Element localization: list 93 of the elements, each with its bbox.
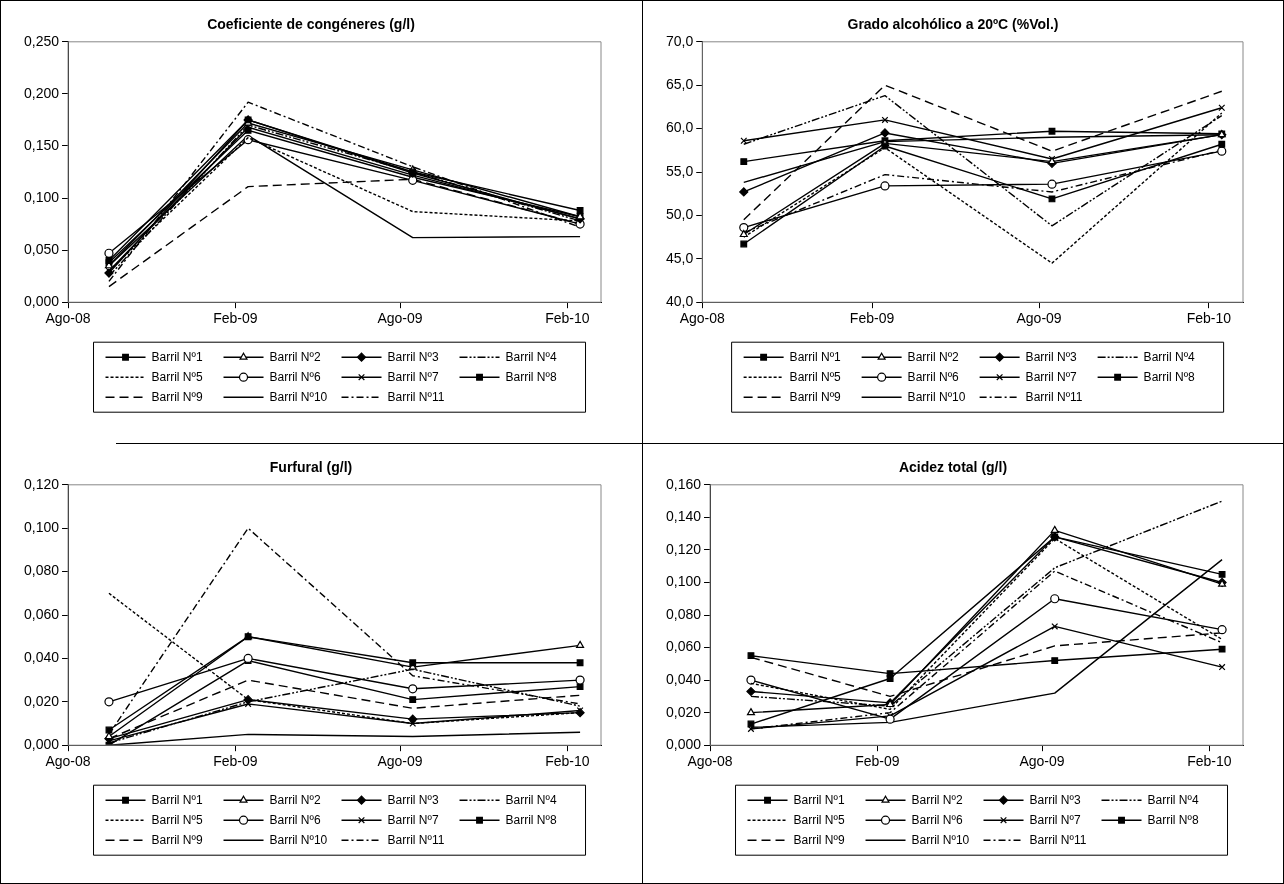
legend-label: Barril Nº4	[505, 792, 557, 807]
y-tick-label: 40,0	[666, 293, 694, 310]
y-tick-label: 0,140	[665, 508, 702, 525]
x-tick-label: Feb-09	[213, 310, 258, 327]
legend-label: Barril Nº3	[387, 792, 439, 807]
legend-label: Barril Nº4	[1143, 349, 1196, 364]
y-tick-label: 0,020	[23, 692, 60, 709]
x-tick-label: Feb-10	[545, 753, 590, 770]
y-tick-label: 0,020	[665, 703, 702, 720]
y-tick-label: 65,0	[666, 76, 694, 93]
legend-label: Barril Nº3	[387, 349, 439, 364]
y-tick-label: 0,080	[665, 605, 702, 622]
legend-label: Barril Nº2	[269, 349, 321, 364]
legend-label: Barril Nº11	[1029, 832, 1087, 847]
y-tick-label: 0,000	[23, 736, 60, 753]
x-tick-label: Ago-08	[45, 310, 91, 327]
x-tick-label: Ago-09	[377, 310, 423, 327]
y-tick-label: 0,100	[23, 188, 60, 205]
legend-label: Barril Nº10	[911, 832, 970, 847]
y-tick-label: 0,120	[665, 540, 702, 557]
y-tick-label: 60,0	[666, 119, 694, 136]
legend-label: Barril Nº8	[505, 812, 557, 827]
x-tick-label: Feb-10	[1186, 310, 1232, 327]
y-tick-label: 0,040	[23, 649, 60, 666]
y-tick-label: 0,100	[665, 573, 702, 590]
x-tick-label: Feb-09	[849, 310, 895, 327]
y-tick-label: 0,080	[23, 562, 60, 579]
legend-label: Barril Nº1	[151, 349, 203, 364]
legend-label: Barril Nº1	[793, 792, 845, 807]
y-tick-label: 0,060	[665, 638, 702, 655]
y-tick-label: 0,050	[23, 240, 60, 257]
x-tick-label: Feb-09	[213, 753, 258, 770]
y-tick-label: 0,000	[23, 293, 60, 310]
x-tick-label: Ago-08	[45, 753, 91, 770]
x-tick-label: Ago-09	[1016, 310, 1062, 327]
legend-label: Barril Nº3	[1029, 792, 1081, 807]
legend-label: Barril Nº1	[789, 349, 842, 364]
legend-label: Barril Nº8	[505, 369, 557, 384]
legend-label: Barril Nº9	[793, 832, 845, 847]
legend-label: Barril Nº5	[151, 369, 203, 384]
x-tick-label: Ago-09	[1019, 753, 1065, 770]
legend-label: Barril Nº6	[269, 812, 321, 827]
y-tick-label: 0,160	[665, 475, 702, 492]
y-tick-label: 0,120	[23, 475, 60, 492]
y-tick-label: 0,000	[665, 736, 702, 753]
y-tick-label: 55,0	[666, 162, 694, 179]
chart-title: Grado alcohólico a 20ºC (%Vol.)	[847, 16, 1059, 33]
legend-label: Barril Nº6	[907, 369, 960, 384]
legend-label: Barril Nº7	[387, 812, 439, 827]
legend-label: Barril Nº4	[1147, 792, 1199, 807]
legend-label: Barril Nº6	[269, 369, 321, 384]
legend-label: Barril Nº2	[269, 792, 321, 807]
legend-label: Barril Nº2	[907, 349, 960, 364]
chart-title: Coeficiente de congéneres (g/l)	[207, 16, 415, 33]
legend-label: Barril Nº5	[151, 812, 203, 827]
y-tick-label: 0,060	[23, 605, 60, 622]
legend-label: Barril Nº7	[1025, 369, 1078, 384]
legend-label: Barril Nº10	[269, 832, 328, 847]
x-tick-label: Feb-10	[1187, 753, 1232, 770]
legend-label: Barril Nº9	[151, 832, 203, 847]
legend-label: Barril Nº5	[789, 369, 842, 384]
x-tick-label: Feb-10	[545, 310, 590, 327]
legend-label: Barril Nº4	[505, 349, 557, 364]
legend-label: Barril Nº9	[789, 389, 842, 404]
y-tick-label: 70,0	[666, 32, 694, 49]
legend-label: Barril Nº5	[793, 812, 845, 827]
legend-label: Barril Nº11	[1025, 389, 1083, 404]
chart-title: Acidez total (g/l)	[898, 459, 1008, 476]
x-tick-label: Ago-09	[377, 753, 423, 770]
legend-label: Barril Nº10	[269, 389, 328, 404]
y-tick-label: 45,0	[666, 249, 694, 266]
y-tick-label: 0,250	[23, 32, 60, 49]
y-tick-label: 0,150	[23, 136, 60, 153]
legend-label: Barril Nº9	[151, 389, 203, 404]
legend-label: Barril Nº7	[387, 369, 439, 384]
legend-label: Barril Nº6	[911, 812, 963, 827]
legend-label: Barril Nº7	[1029, 812, 1081, 827]
y-tick-label: 50,0	[666, 206, 694, 223]
x-tick-label: Ago-08	[679, 310, 726, 327]
legend-label: Barril Nº8	[1147, 812, 1199, 827]
legend-label: Barril Nº1	[151, 792, 203, 807]
legend-label: Barril Nº8	[1143, 369, 1196, 384]
x-tick-label: Feb-09	[855, 753, 900, 770]
chart-title: Furfural (g/l)	[269, 459, 353, 476]
legend-label: Barril Nº11	[387, 832, 445, 847]
y-tick-label: 0,200	[23, 84, 60, 101]
legend-label: Barril Nº2	[911, 792, 963, 807]
legend-label: Barril Nº10	[907, 389, 966, 404]
x-tick-label: Ago-08	[687, 753, 733, 770]
legend-label: Barril Nº11	[387, 389, 445, 404]
y-tick-label: 0,040	[665, 670, 702, 687]
y-tick-label: 0,100	[23, 519, 60, 536]
legend-label: Barril Nº3	[1025, 349, 1078, 364]
